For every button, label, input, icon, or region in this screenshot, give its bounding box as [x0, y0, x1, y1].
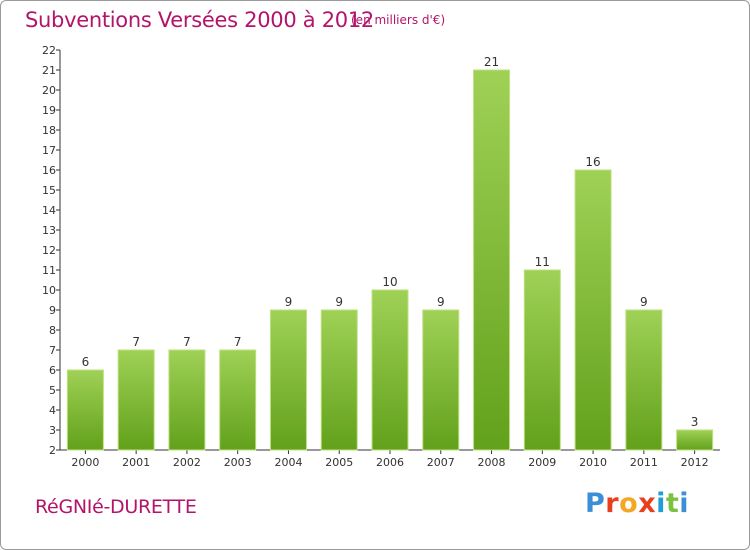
bar-value-label: 9	[335, 295, 343, 309]
bar-value-label: 11	[535, 255, 550, 269]
y-tick-label: 13	[42, 224, 56, 237]
x-tick-label: 2004	[274, 456, 302, 469]
x-tick-label: 2002	[173, 456, 201, 469]
chart-subtitle: (en milliers d'€)	[351, 13, 446, 27]
x-tick-label: 2003	[224, 456, 252, 469]
chart-bars: 6 7 7 7 9 9 10 9 21 11 16 9 3	[66, 55, 714, 451]
bar	[676, 429, 714, 451]
logo-letter: P	[585, 488, 606, 519]
commune-name: RéGNIé-DURETTE	[35, 496, 197, 518]
logo-letter: o	[619, 488, 639, 519]
bar	[574, 169, 612, 451]
bar	[422, 309, 460, 451]
bar	[371, 289, 409, 451]
bar-value-label: 9	[640, 295, 648, 309]
bar-value-label: 3	[691, 415, 699, 429]
y-tick-label: 19	[42, 104, 56, 117]
bar-value-label: 9	[285, 295, 293, 309]
bar-value-label: 7	[234, 335, 242, 349]
bar-value-label: 6	[82, 355, 90, 369]
bar-value-label: 16	[585, 155, 600, 169]
y-tick-label: 9	[49, 304, 56, 317]
x-tick-label: 2012	[681, 456, 709, 469]
y-tick-label: 8	[49, 324, 56, 337]
x-tick-label: 2005	[325, 456, 353, 469]
logo-letter: i	[656, 488, 666, 519]
bar-value-label: 9	[437, 295, 445, 309]
logo-letter: i	[679, 488, 690, 519]
y-tick-label: 16	[42, 164, 56, 177]
y-tick-label: 10	[42, 284, 56, 297]
x-tick-label: 2008	[478, 456, 506, 469]
bar-value-label: 10	[382, 275, 397, 289]
bar	[320, 309, 358, 451]
y-tick-label: 7	[49, 344, 56, 357]
chart-title: Subventions Versées 2000 à 2012	[25, 8, 374, 32]
y-tick-label: 3	[49, 424, 56, 437]
logo-letter: x	[638, 488, 657, 519]
y-tick-label: 12	[42, 244, 56, 257]
bar	[269, 309, 307, 451]
y-tick-label: 22	[42, 44, 56, 57]
bar	[168, 349, 206, 451]
y-tick-label: 21	[42, 64, 56, 77]
bar-value-label: 7	[183, 335, 191, 349]
x-tick-label: 2011	[630, 456, 658, 469]
x-tick-label: 2000	[71, 456, 99, 469]
y-tick-label: 11	[42, 264, 56, 277]
y-tick-label: 2	[49, 444, 56, 457]
x-tick-label: 2007	[427, 456, 455, 469]
y-tick-label: 14	[42, 204, 56, 217]
bar-value-label: 21	[484, 55, 499, 69]
bar-value-label: 7	[132, 335, 140, 349]
y-tick-label: 15	[42, 184, 56, 197]
bar	[523, 269, 561, 451]
y-tick-label: 6	[49, 364, 56, 377]
x-tick-label: 2006	[376, 456, 404, 469]
y-tick-label: 4	[49, 404, 56, 417]
x-tick-label: 2010	[579, 456, 607, 469]
bar	[66, 369, 104, 451]
proxiti-logo[interactable]: Proxiti	[585, 488, 689, 519]
bar	[625, 309, 663, 451]
bar	[473, 69, 511, 451]
logo-letter: r	[605, 488, 620, 519]
x-tick-label: 2001	[122, 456, 150, 469]
y-tick-label: 20	[42, 84, 56, 97]
bar	[219, 349, 257, 451]
bar	[117, 349, 155, 451]
x-tick-label: 2009	[528, 456, 556, 469]
y-tick-label: 18	[42, 124, 56, 137]
logo-letter: t	[665, 488, 680, 519]
y-tick-label: 5	[49, 384, 56, 397]
y-tick-label: 17	[42, 144, 56, 157]
